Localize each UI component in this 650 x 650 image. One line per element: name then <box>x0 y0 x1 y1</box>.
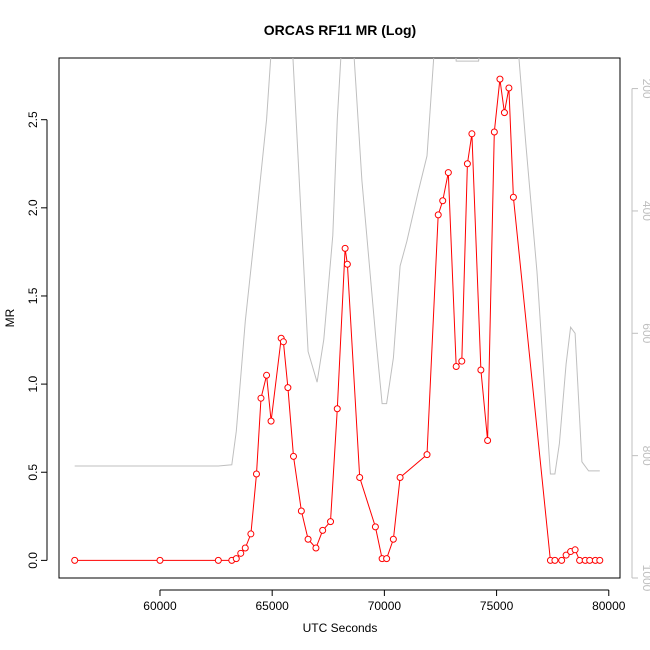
data-point <box>71 556 79 564</box>
data-point <box>396 474 404 482</box>
data-point <box>297 507 305 515</box>
data-point <box>496 75 504 83</box>
data-point <box>333 405 341 413</box>
data-point <box>452 362 460 370</box>
x-tick-label: 60000 <box>143 599 177 613</box>
data-point <box>484 437 492 445</box>
data-point <box>319 526 327 534</box>
data-point <box>562 551 570 559</box>
data-point <box>509 193 517 201</box>
plot-frame <box>58 57 621 579</box>
data-point <box>156 556 164 564</box>
x-tick-label: 80000 <box>592 599 626 613</box>
plot-area <box>58 57 621 579</box>
data-point <box>586 556 594 564</box>
data-point <box>463 160 471 168</box>
y-tick-label: 1.0 <box>26 375 40 392</box>
data-point <box>596 556 604 564</box>
data-point <box>468 130 476 138</box>
data-point <box>371 523 379 531</box>
y-axis-left: 0.0 0.5 1.0 1.5 2.0 2.5 <box>26 111 48 569</box>
y-tick-label: 0.0 <box>26 552 40 569</box>
data-point <box>558 556 566 564</box>
y2-tick-label: 200 <box>640 79 650 99</box>
y-tick-label: 0.5 <box>26 464 40 481</box>
data-point <box>232 555 240 563</box>
data-point <box>458 357 466 365</box>
y2-tick-label: 800 <box>640 446 650 466</box>
data-point <box>356 474 364 482</box>
data-point <box>343 260 351 268</box>
data-point <box>214 556 222 564</box>
data-point <box>252 470 260 478</box>
data-point <box>444 169 452 177</box>
y2-tick-label: 600 <box>640 323 650 343</box>
data-point <box>289 452 297 460</box>
y-tick-label: 1.5 <box>26 287 40 304</box>
data-point <box>263 371 271 379</box>
y2-tick-label: 400 <box>640 201 650 221</box>
y-tick-label: 2.0 <box>26 199 40 216</box>
data-point <box>423 451 431 459</box>
y-axis-title: MR <box>3 308 17 327</box>
data-point <box>389 535 397 543</box>
data-point <box>241 544 249 552</box>
data-point <box>500 109 508 117</box>
x-tick-label: 65000 <box>255 599 289 613</box>
data-point <box>551 556 559 564</box>
chart-title: ORCAS RF11 MR (Log) <box>264 22 416 38</box>
data-point <box>267 417 275 425</box>
series-line-left <box>74 79 600 561</box>
x-axis-title: UTC Seconds <box>303 621 378 635</box>
data-point <box>304 535 312 543</box>
data-point <box>505 84 513 92</box>
data-point <box>312 544 320 552</box>
x-tick-label: 70000 <box>368 599 402 613</box>
series-layer <box>71 58 604 564</box>
data-point <box>434 211 442 219</box>
data-point <box>477 366 485 374</box>
y-tick-label: 2.5 <box>26 111 40 128</box>
data-point <box>341 244 349 252</box>
y-axis-right: 200 400 600 800 1000 <box>631 79 650 592</box>
data-point <box>257 394 265 402</box>
data-point <box>439 197 447 205</box>
data-point <box>247 530 255 538</box>
data-point <box>279 338 287 346</box>
x-tick-label: 75000 <box>480 599 514 613</box>
data-point <box>327 518 335 526</box>
series-line-right <box>74 58 600 475</box>
data-point <box>383 555 391 563</box>
data-point <box>490 128 498 136</box>
data-point <box>284 384 292 392</box>
x-axis: 60000 65000 70000 75000 80000 <box>143 589 626 613</box>
data-point <box>237 549 245 557</box>
data-point <box>571 546 579 554</box>
data-point <box>576 556 584 564</box>
y2-tick-label: 1000 <box>640 565 650 592</box>
